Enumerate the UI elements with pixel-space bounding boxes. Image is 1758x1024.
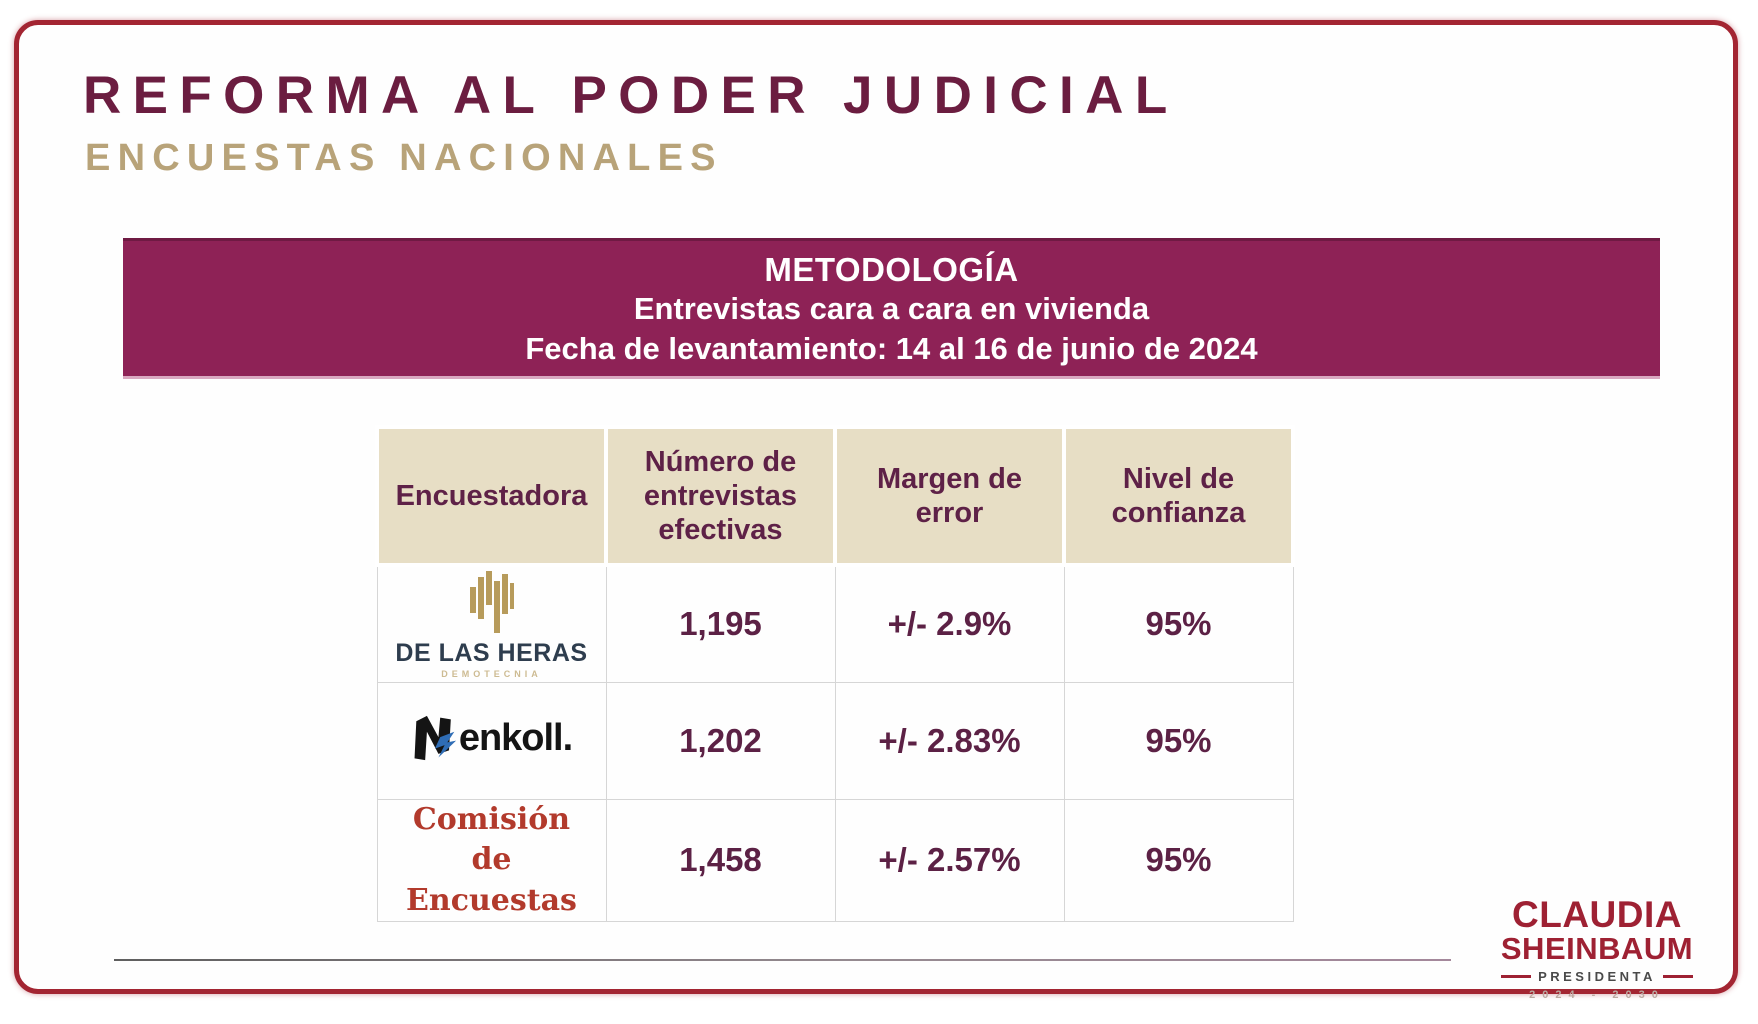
- footer-divider-line: [114, 959, 1451, 961]
- pollster-cell-de-las-heras: DE LAS HERAS DEMOTECNIA: [376, 564, 607, 683]
- sheinbaum-brand-logo: CLAUDIA SHEINBAUM PRESIDENTA 2024 - 2030: [1499, 894, 1695, 1001]
- pollster-cell-comision: Comisión de Encuestas: [376, 798, 607, 922]
- de-las-heras-icon: [469, 571, 514, 634]
- de-las-heras-wordmark: DE LAS HERAS: [395, 639, 588, 668]
- banner-line-dates: Fecha de levantamiento: 14 al 16 de juni…: [525, 330, 1258, 366]
- margin-value: +/- 2.57%: [834, 798, 1065, 922]
- slide-frame: REFORMA AL PODER JUDICIAL ENCUESTAS NACI…: [14, 20, 1738, 1001]
- brand-presidenta: PRESIDENTA: [1538, 968, 1656, 984]
- column-header-interviews: Número de entrevistas efectivas: [604, 425, 837, 567]
- interviews-value: 1,202: [605, 681, 836, 800]
- column-header-pollster: Encuestadora: [375, 425, 608, 567]
- brand-years: 2024 - 2030: [1529, 988, 1665, 1001]
- margin-value: +/- 2.83%: [834, 681, 1065, 800]
- dash-right-decoration: [1662, 975, 1693, 979]
- pollster-cell-enkoll: enkoll.: [376, 681, 607, 800]
- confidence-value: 95%: [1063, 564, 1294, 683]
- banner-heading: METODOLOGÍA: [764, 250, 1019, 288]
- enkoll-logo: enkoll.: [411, 712, 573, 764]
- interviews-value: 1,458: [605, 798, 836, 922]
- table-header-row: Encuestadora Número de entrevistas efect…: [375, 425, 1295, 567]
- table-row: Comisión de Encuestas 1,458 +/- 2.57% 95…: [376, 798, 1294, 922]
- methodology-banner: METODOLOGÍA Entrevistas cara a cara en v…: [123, 238, 1660, 376]
- comision-wordmark: Comisión de Encuestas: [406, 801, 577, 918]
- margin-value: +/- 2.9%: [834, 564, 1065, 683]
- pollsters-table: Encuestadora Número de entrevistas efect…: [375, 425, 1295, 922]
- page-title: REFORMA AL PODER JUDICIAL: [83, 66, 1179, 125]
- banner-line-interviews: Entrevistas cara a cara en vivienda: [633, 290, 1150, 326]
- column-header-margin: Margen de error: [833, 425, 1066, 567]
- confidence-value: 95%: [1063, 681, 1294, 800]
- table-row: DE LAS HERAS DEMOTECNIA 1,195 +/- 2.9% 9…: [376, 564, 1294, 683]
- brand-claudia: CLAUDIA: [1512, 894, 1682, 935]
- enkoll-icon: [414, 715, 456, 761]
- dash-left-decoration: [1501, 975, 1532, 979]
- enkoll-wordmark: enkoll.: [458, 716, 573, 759]
- brand-presidenta-row: PRESIDENTA: [1499, 968, 1695, 984]
- column-header-confidence: Nivel de confianza: [1062, 425, 1295, 567]
- confidence-value: 95%: [1063, 798, 1294, 922]
- page-subtitle: ENCUESTAS NACIONALES: [85, 137, 723, 179]
- de-las-heras-logo: DE LAS HERAS DEMOTECNIA: [378, 569, 606, 679]
- de-las-heras-subtext: DEMOTECNIA: [441, 669, 542, 680]
- interviews-value: 1,195: [605, 564, 836, 683]
- table-row: enkoll. 1,202 +/- 2.83% 95%: [376, 681, 1294, 800]
- brand-sheinbaum: SHEINBAUM: [1500, 931, 1694, 967]
